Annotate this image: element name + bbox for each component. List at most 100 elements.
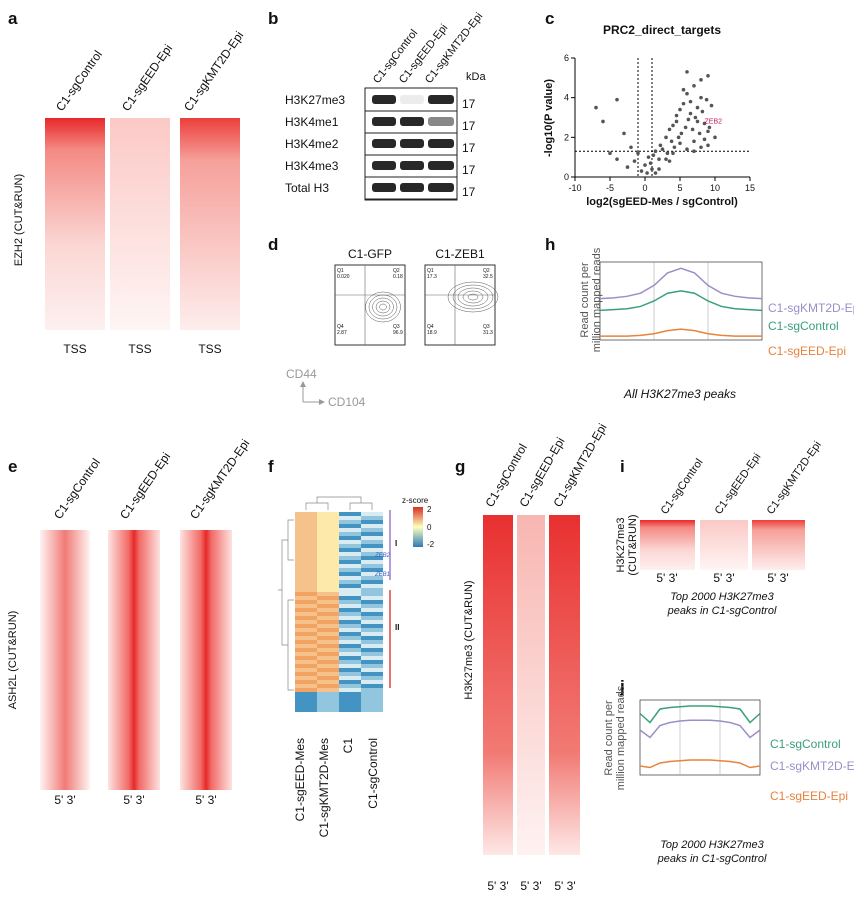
heatmap-cell xyxy=(339,652,361,656)
point xyxy=(639,169,644,173)
heatmap-cell xyxy=(295,552,317,556)
column-label: C1-sgControl xyxy=(659,457,706,517)
contour xyxy=(368,294,398,320)
heatmap-cell xyxy=(295,532,317,536)
dendrogram xyxy=(305,496,373,510)
heatmap-cell xyxy=(295,628,317,632)
heatmap-cell xyxy=(361,564,383,568)
heatmap-cell xyxy=(295,612,317,616)
heatmap-cell xyxy=(317,684,339,688)
heatmap-cell xyxy=(339,684,361,688)
point xyxy=(674,113,679,118)
y-axis-label: Read count per xyxy=(579,262,591,338)
heatmap-cell xyxy=(361,680,383,684)
y-axis-label: -log10(P value) xyxy=(543,79,555,157)
point xyxy=(667,159,672,163)
contour xyxy=(447,281,499,313)
heatmap-cell xyxy=(317,672,339,676)
blot-band xyxy=(372,117,396,126)
row-label: H3K4me1 xyxy=(285,115,339,129)
heatmap-cell xyxy=(317,548,339,552)
x-tick-label: 15 xyxy=(745,183,755,193)
heatmap-cell xyxy=(295,596,317,600)
heatmap-cell xyxy=(295,692,317,696)
column-label: C1-sgControl xyxy=(366,738,380,809)
quadrant-value: 17.3 xyxy=(427,274,437,280)
y-axis-label: million mapped reads xyxy=(591,247,603,352)
panel-label: c xyxy=(545,9,554,28)
heatmap-cell xyxy=(317,572,339,576)
legend-label: C1-sgControl xyxy=(768,319,839,333)
heatmap-cell xyxy=(361,608,383,612)
column-label: C1-sgKMT2D-Epi xyxy=(187,437,252,522)
unit-label: kDa xyxy=(466,71,486,83)
column-label: C1-sgEED-Epi xyxy=(119,42,175,114)
panel-label: h xyxy=(545,235,555,254)
column-label: C1-sgEED-Epi xyxy=(117,450,173,522)
point xyxy=(646,155,651,159)
heatmap-cell xyxy=(295,704,317,708)
heatmap-cell xyxy=(295,644,317,648)
heatmap-cell xyxy=(317,568,339,572)
heatmap-cell xyxy=(317,696,339,700)
y-tick-label: 0 xyxy=(564,172,569,182)
x-label: 5' 3' xyxy=(554,879,575,893)
point xyxy=(683,125,688,130)
legend-tick: -2 xyxy=(427,540,435,549)
point xyxy=(676,135,681,140)
point xyxy=(690,127,695,132)
point xyxy=(645,171,649,175)
blot-band xyxy=(372,139,396,148)
line xyxy=(600,328,762,337)
point xyxy=(692,139,696,144)
heatmap xyxy=(752,520,805,570)
heatmap-cell xyxy=(361,604,383,608)
heatmap-cell xyxy=(317,544,339,548)
kda-label: 17 xyxy=(462,141,476,155)
heatmap-cell xyxy=(295,688,317,692)
heatmap-cell xyxy=(295,616,317,620)
axis-label: CD104 xyxy=(328,395,366,409)
heatmap-cell xyxy=(361,612,383,616)
heatmap-cell xyxy=(361,560,383,564)
heatmap-cell xyxy=(361,580,383,584)
point xyxy=(671,151,675,155)
blot-band xyxy=(400,117,424,126)
row-label: H3K4me2 xyxy=(285,137,339,151)
contour xyxy=(467,293,479,301)
heatmap-cell xyxy=(339,532,361,536)
plot-title: C1-GFP xyxy=(348,247,392,261)
point xyxy=(657,157,661,161)
heatmap-cell xyxy=(317,520,339,524)
point xyxy=(622,131,626,136)
heatmap-cell xyxy=(317,624,339,628)
point xyxy=(651,153,656,157)
x-tick-label: 0 xyxy=(642,183,647,193)
axis-label: ASH2L (CUT&RUN) xyxy=(7,611,19,710)
legend-title: z-score xyxy=(402,496,429,505)
heatmap-cell xyxy=(317,644,339,648)
heatmap-cell xyxy=(361,556,383,560)
quadrant-name: Q4 xyxy=(427,324,434,330)
point xyxy=(672,145,677,150)
heatmap-cell xyxy=(317,640,339,644)
heatmap-cell xyxy=(295,588,317,592)
heatmap-cell xyxy=(295,544,317,548)
heatmap-cell xyxy=(361,640,383,644)
quadrant-value: 31.3 xyxy=(483,330,493,336)
heatmap-cell xyxy=(317,588,339,592)
heatmap-cell xyxy=(295,568,317,572)
heatmap-cell xyxy=(295,664,317,668)
heatmap-cell xyxy=(317,608,339,612)
point xyxy=(704,97,709,102)
point xyxy=(674,119,679,124)
legend-label: C1-sgKMT2D-Epi xyxy=(768,301,854,315)
heatmap xyxy=(517,515,545,855)
panel-label: j xyxy=(619,677,625,696)
quadrant-name: Q1 xyxy=(337,268,344,274)
heatmap-cell xyxy=(339,672,361,676)
heatmap-cell xyxy=(339,536,361,540)
column-label: C1-sgEED-Epi xyxy=(713,451,764,516)
point xyxy=(686,117,691,122)
heatmap-cell xyxy=(361,696,383,700)
